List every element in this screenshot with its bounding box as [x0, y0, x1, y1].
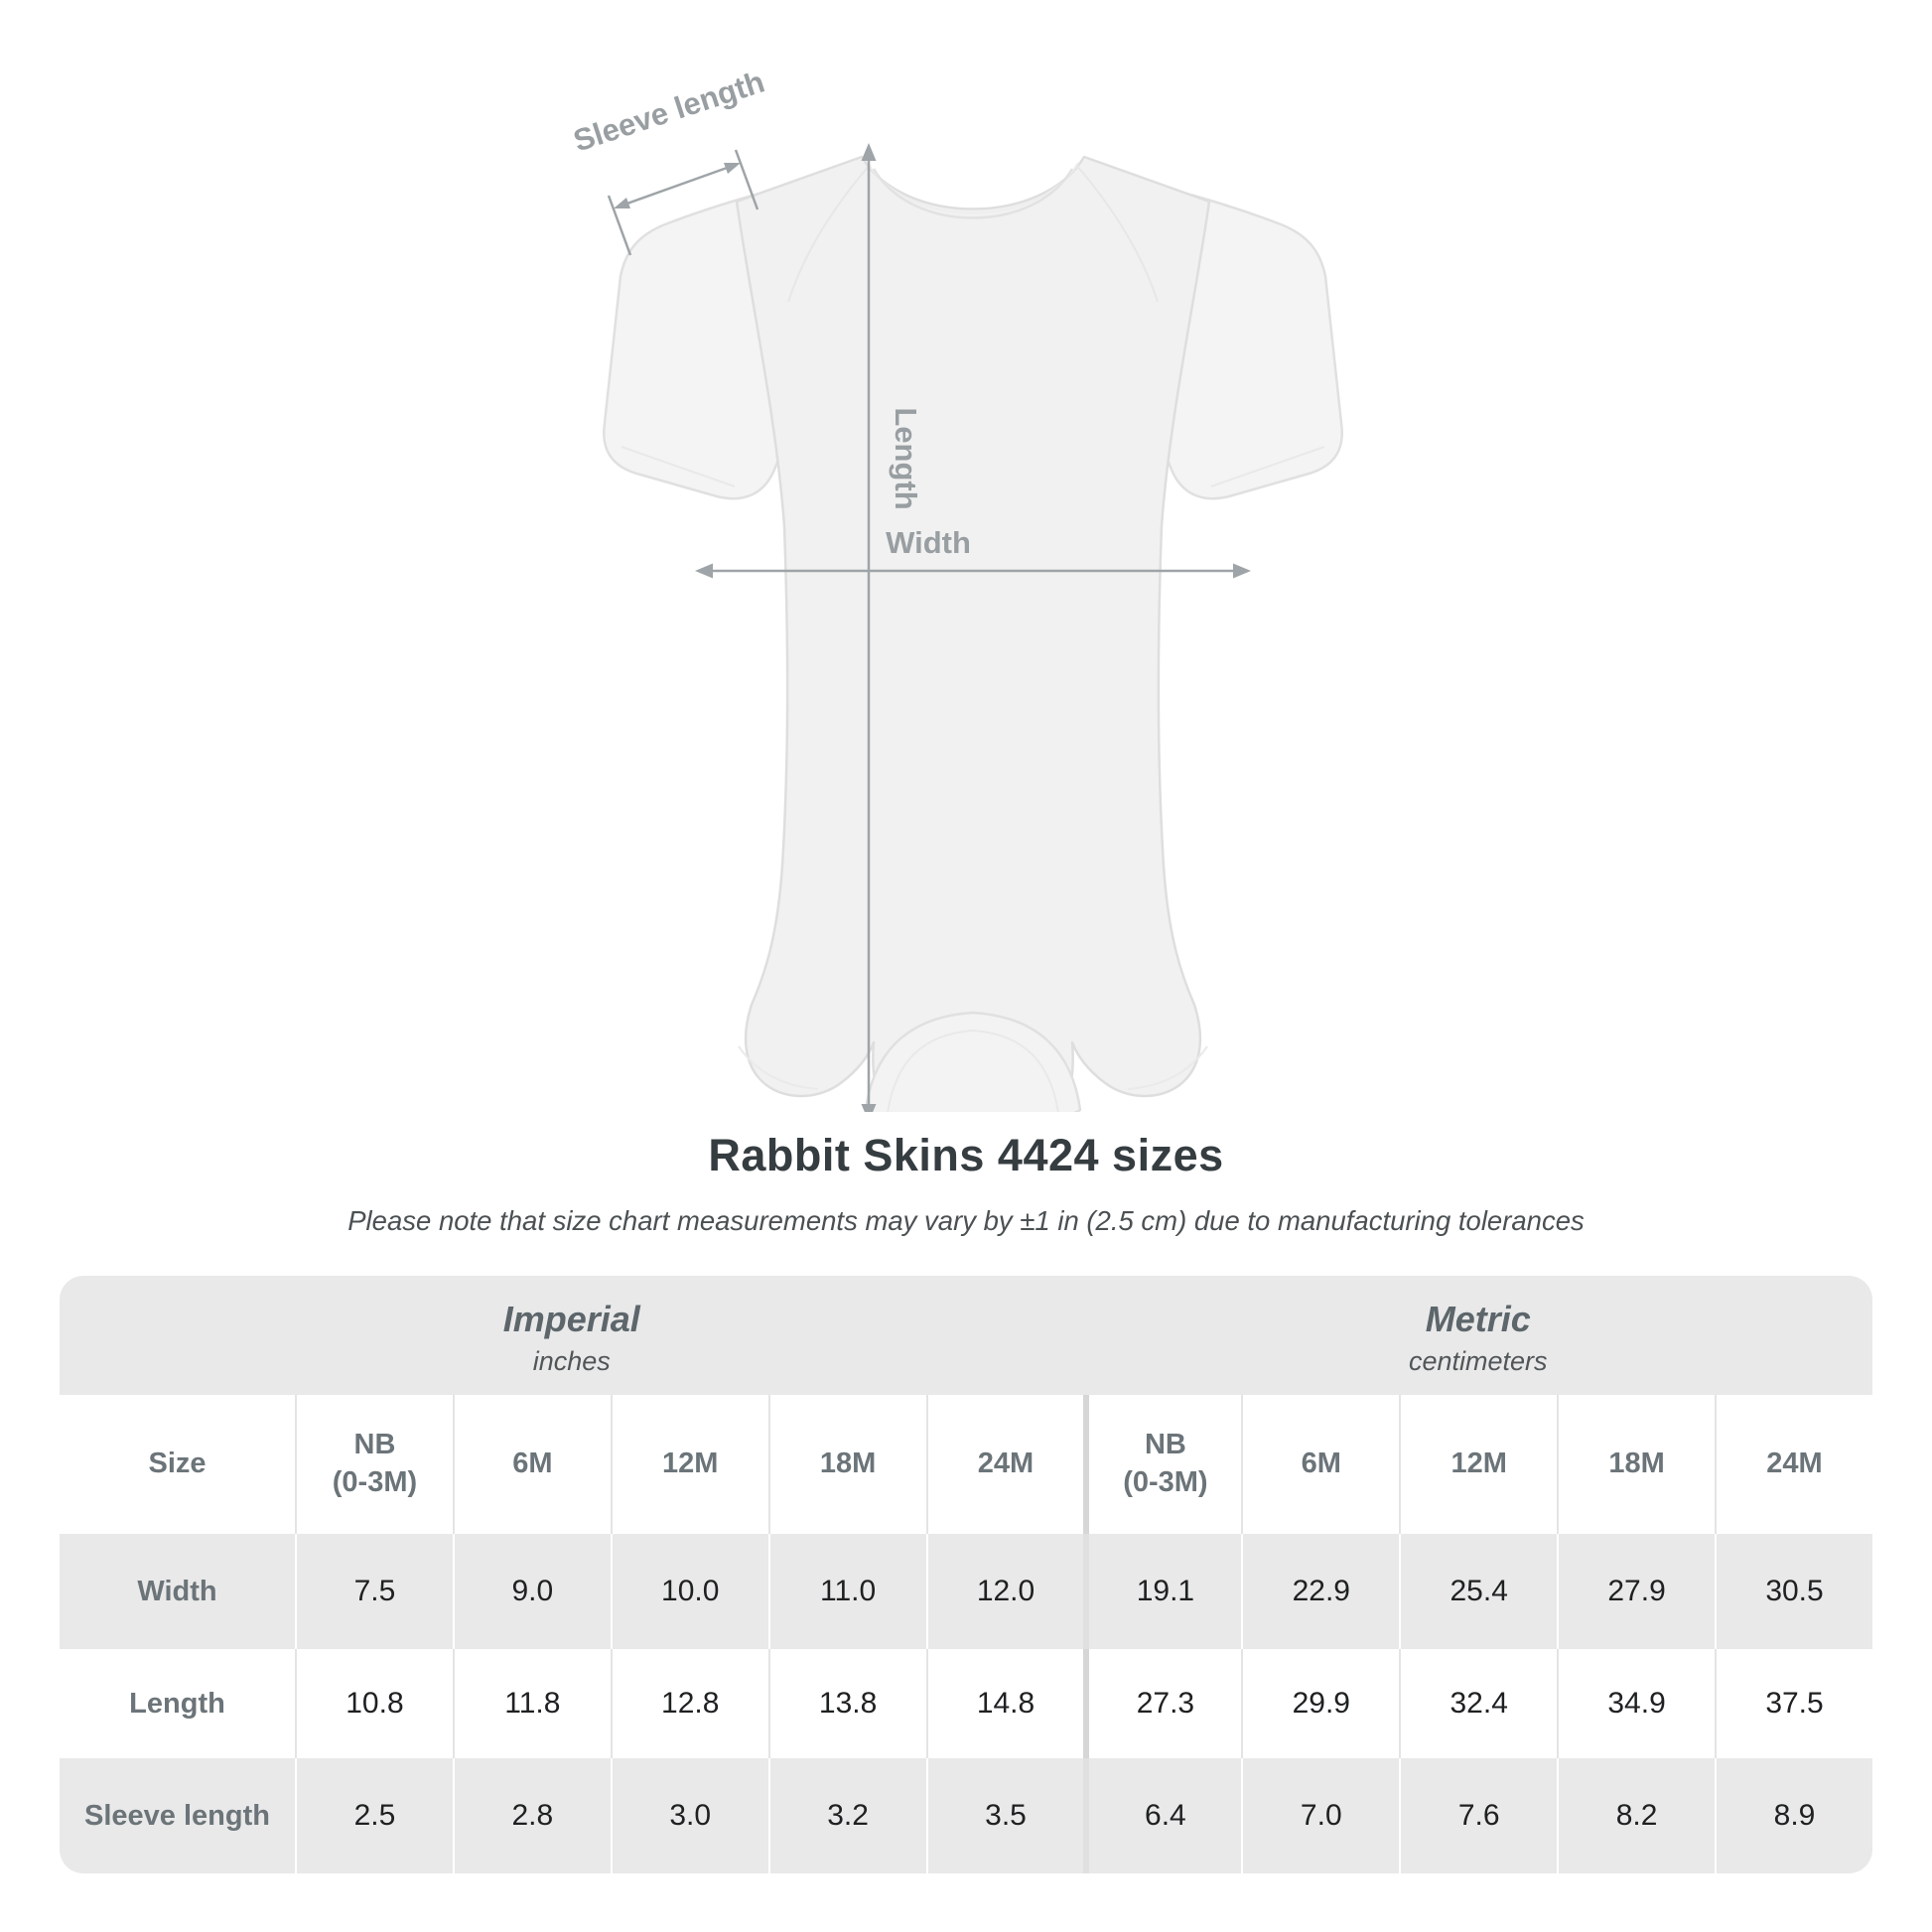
- bodysuit-body: [735, 155, 1211, 1112]
- column-header: 12M: [610, 1395, 768, 1534]
- size-value-cell: 3.2: [767, 1758, 926, 1873]
- size-value-cell: 12.8: [610, 1649, 768, 1758]
- size-diagram: Sleeve length Length Width: [569, 64, 1343, 1112]
- column-header: 18M: [1557, 1395, 1716, 1534]
- tolerance-note: Please note that size chart measurements…: [347, 1205, 1585, 1236]
- size-value-cell: 10.8: [295, 1649, 453, 1758]
- length-arrow: [861, 143, 877, 1112]
- bodysuit-illustration: [603, 155, 1343, 1112]
- size-value-cell: 2.5: [295, 1758, 453, 1873]
- size-value-cell: 19.1: [1083, 1534, 1242, 1649]
- size-value-cell: 27.9: [1557, 1534, 1716, 1649]
- table-header-row: Size NB (0-3M) 6M 12M 18M 24M NB (0-3M) …: [60, 1395, 1872, 1534]
- unit-group-metric: Metric centimeters: [1083, 1276, 1872, 1395]
- size-value-cell: 3.5: [925, 1758, 1084, 1873]
- size-value-cell: 29.9: [1241, 1649, 1400, 1758]
- row-label: Sleeve length: [60, 1758, 295, 1873]
- size-value-cell: 8.2: [1557, 1758, 1716, 1873]
- size-table: Imperial inches Metric centimeters Size …: [60, 1276, 1872, 1873]
- page-title: Rabbit Skins 4424 sizes: [708, 1130, 1224, 1180]
- size-value-cell: 34.9: [1557, 1649, 1716, 1758]
- size-value-cell: 37.5: [1715, 1649, 1872, 1758]
- row-label: Length: [60, 1649, 295, 1758]
- size-value-cell: 22.9: [1241, 1534, 1400, 1649]
- size-value-cell: 27.3: [1083, 1649, 1242, 1758]
- column-header: NB (0-3M): [295, 1395, 453, 1534]
- size-value-cell: 10.0: [610, 1534, 768, 1649]
- table-row: Length 10.8 11.8 12.8 13.8 14.8 27.3 29.9 32.4 34…: [60, 1649, 1872, 1758]
- size-value-cell: 11.0: [767, 1534, 926, 1649]
- column-header: 24M: [925, 1395, 1084, 1534]
- unit-band-row: Imperial inches Metric centimeters: [60, 1276, 1872, 1395]
- neckline: [872, 168, 1074, 219]
- imperial-group-title: Imperial: [502, 1298, 640, 1339]
- column-header: 6M: [1241, 1395, 1400, 1534]
- width-label: Width: [886, 525, 971, 560]
- size-value-cell: 8.9: [1715, 1758, 1872, 1873]
- size-value-cell: 11.8: [452, 1649, 611, 1758]
- size-value-cell: 6.4: [1083, 1758, 1242, 1873]
- sleeve-length-arrow: [607, 149, 759, 256]
- size-value-cell: 7.6: [1399, 1758, 1558, 1873]
- unit-group-imperial: Imperial inches: [60, 1276, 1084, 1395]
- metric-group-unit: centimeters: [1408, 1346, 1548, 1377]
- imperial-group-unit: inches: [532, 1346, 611, 1377]
- sleeve-length-label: Sleeve length: [569, 64, 768, 158]
- table-row: Width 7.5 9.0 10.0 11.0 12.0 19.1 22.9 25.4 27.9 3…: [60, 1534, 1872, 1649]
- size-value-cell: 30.5: [1715, 1534, 1872, 1649]
- column-header: 6M: [452, 1395, 611, 1534]
- column-header: 18M: [767, 1395, 926, 1534]
- size-value-cell: 13.8: [767, 1649, 926, 1758]
- size-value-cell: 7.5: [295, 1534, 453, 1649]
- size-value-cell: 7.0: [1241, 1758, 1400, 1873]
- column-header: 24M: [1715, 1395, 1872, 1534]
- column-header: 12M: [1399, 1395, 1558, 1534]
- size-value-cell: 12.0: [925, 1534, 1084, 1649]
- column-header-size: Size: [60, 1395, 295, 1534]
- size-value-cell: 2.8: [452, 1758, 611, 1873]
- size-value-cell: 3.0: [610, 1758, 768, 1873]
- metric-group-title: Metric: [1425, 1298, 1531, 1339]
- table-row: Sleeve length 2.5 2.8 3.0 3.2 3.5 6.4 7.0 7.6 8.2…: [60, 1758, 1872, 1873]
- size-value-cell: 9.0: [452, 1534, 611, 1649]
- column-header: NB (0-3M): [1083, 1395, 1242, 1534]
- length-label: Length: [889, 407, 923, 509]
- row-label: Width: [60, 1534, 295, 1649]
- size-value-cell: 14.8: [925, 1649, 1084, 1758]
- size-value-cell: 32.4: [1399, 1649, 1558, 1758]
- size-value-cell: 25.4: [1399, 1534, 1558, 1649]
- crotch-flap: [864, 1011, 1082, 1112]
- width-arrow: [695, 563, 1251, 579]
